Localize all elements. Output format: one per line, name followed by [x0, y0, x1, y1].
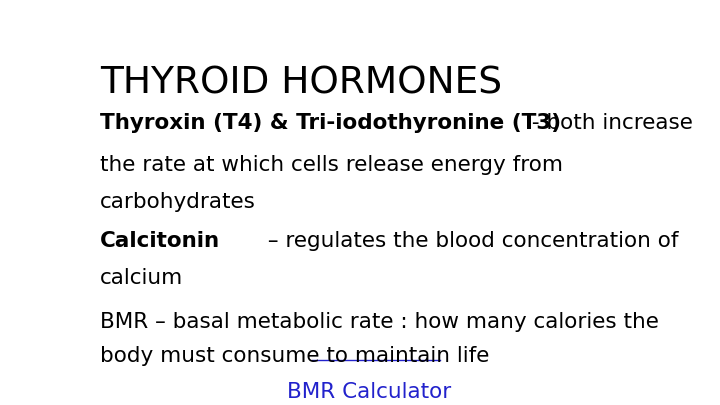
Text: - both increase: - both increase: [525, 113, 693, 132]
Text: calcium: calcium: [100, 269, 184, 288]
Text: body must consume to maintain life: body must consume to maintain life: [100, 346, 490, 367]
Text: Thyroxin (T4) & Tri-iodothyronine (T3): Thyroxin (T4) & Tri-iodothyronine (T3): [100, 113, 561, 132]
Text: carbohydrates: carbohydrates: [100, 192, 256, 212]
Text: Calcitonin: Calcitonin: [100, 231, 220, 251]
Text: THYROID HORMONES: THYROID HORMONES: [100, 66, 502, 102]
Text: BMR Calculator: BMR Calculator: [287, 382, 451, 402]
Text: BMR – basal metabolic rate : how many calories the: BMR – basal metabolic rate : how many ca…: [100, 312, 659, 332]
Text: the rate at which cells release energy from: the rate at which cells release energy f…: [100, 155, 563, 175]
Text: – regulates the blood concentration of: – regulates the blood concentration of: [261, 231, 678, 251]
